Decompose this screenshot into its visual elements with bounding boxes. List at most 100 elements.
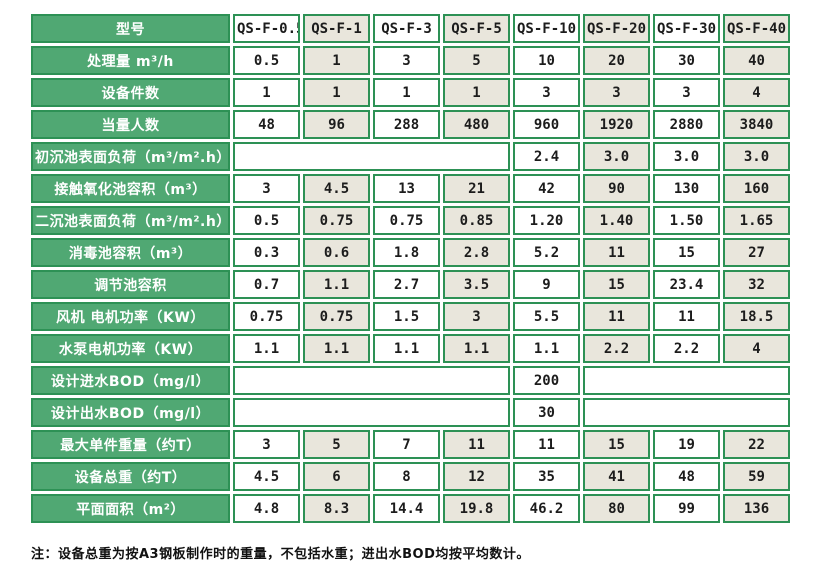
value-cell: 11 bbox=[653, 302, 720, 331]
value-cell: 1 bbox=[443, 78, 510, 107]
footnote: 注：设备总重为按A3钢板制作时的重量，不包括水重；进出水BOD均按平均数计。 bbox=[31, 547, 530, 562]
value-cell: 2.8 bbox=[443, 238, 510, 267]
value-cell: 0.75 bbox=[303, 302, 370, 331]
value-cell: 18.5 bbox=[723, 302, 790, 331]
value-cell: 160 bbox=[723, 174, 790, 203]
table-row: 设备总重（约T） 4.5 6 8 12 35 41 48 59 bbox=[31, 462, 790, 491]
value-cell: 0.75 bbox=[373, 206, 440, 235]
value-cell: 3 bbox=[233, 174, 300, 203]
value-cell: 1.20 bbox=[513, 206, 580, 235]
value-cell: 200 bbox=[513, 366, 580, 395]
value-cell: 0.7 bbox=[233, 270, 300, 299]
spec-table-container: 型号 QS-F-0.5 QS-F-1 QS-F-3 QS-F-5 QS-F-10 QS-F-… bbox=[28, 11, 793, 526]
value-cell: 8.3 bbox=[303, 494, 370, 523]
value-cell: 32 bbox=[723, 270, 790, 299]
value-cell: 1.65 bbox=[723, 206, 790, 235]
row-label: 设计出水BOD（mg/l） bbox=[31, 398, 230, 427]
value-cell: 1.1 bbox=[303, 334, 370, 363]
value-cell: 3.0 bbox=[653, 142, 720, 171]
value-cell: 19.8 bbox=[443, 494, 510, 523]
value-cell: 2.2 bbox=[653, 334, 720, 363]
value-cell: 0.5 bbox=[233, 206, 300, 235]
value-cell: 42 bbox=[513, 174, 580, 203]
value-cell: 0.75 bbox=[303, 206, 370, 235]
value-cell: 4.5 bbox=[233, 462, 300, 491]
value-cell: 1.1 bbox=[513, 334, 580, 363]
value-cell: 1920 bbox=[583, 110, 650, 139]
row-label: 消毒池容积（m³） bbox=[31, 238, 230, 267]
value-cell: 15 bbox=[583, 430, 650, 459]
value-cell: 0.6 bbox=[303, 238, 370, 267]
row-label: 二沉池表面负荷（m³/m².h） bbox=[31, 206, 230, 235]
value-cell: 1 bbox=[303, 78, 370, 107]
value-cell: 3 bbox=[373, 46, 440, 75]
value-cell: 3 bbox=[443, 302, 510, 331]
value-cell: 11 bbox=[513, 430, 580, 459]
value-cell: 20 bbox=[583, 46, 650, 75]
value-cell: 1.1 bbox=[233, 334, 300, 363]
model-header-cell: QS-F-20 bbox=[583, 14, 650, 43]
value-cell: 960 bbox=[513, 110, 580, 139]
row-label: 接触氧化池容积（m³） bbox=[31, 174, 230, 203]
value-cell: 99 bbox=[653, 494, 720, 523]
value-cell: 1.1 bbox=[443, 334, 510, 363]
row-label: 风机 电机功率（KW） bbox=[31, 302, 230, 331]
value-cell: 3 bbox=[653, 78, 720, 107]
model-header-cell: QS-F-3 bbox=[373, 14, 440, 43]
table-row: 接触氧化池容积（m³） 3 4.5 13 21 42 90 130 160 bbox=[31, 174, 790, 203]
model-header-cell: QS-F-5 bbox=[443, 14, 510, 43]
row-label: 调节池容积 bbox=[31, 270, 230, 299]
model-header-cell: QS-F-1 bbox=[303, 14, 370, 43]
value-cell: 3.5 bbox=[443, 270, 510, 299]
value-cell: 4 bbox=[723, 78, 790, 107]
value-cell: 9 bbox=[513, 270, 580, 299]
value-cell: 0.85 bbox=[443, 206, 510, 235]
table-row: 处理量 m³/h 0.5 1 3 5 10 20 30 40 bbox=[31, 46, 790, 75]
row-label: 最大单件重量（约T） bbox=[31, 430, 230, 459]
value-cell: 3 bbox=[513, 78, 580, 107]
blank-cell bbox=[233, 366, 510, 395]
row-label: 平面面积（m²） bbox=[31, 494, 230, 523]
row-label: 设备件数 bbox=[31, 78, 230, 107]
value-cell: 0.3 bbox=[233, 238, 300, 267]
value-cell: 480 bbox=[443, 110, 510, 139]
table-row: 设备件数 1 1 1 1 3 3 3 4 bbox=[31, 78, 790, 107]
value-cell: 48 bbox=[233, 110, 300, 139]
value-cell: 46.2 bbox=[513, 494, 580, 523]
row-label: 设备总重（约T） bbox=[31, 462, 230, 491]
value-cell: 12 bbox=[443, 462, 510, 491]
value-cell: 59 bbox=[723, 462, 790, 491]
value-cell: 13 bbox=[373, 174, 440, 203]
value-cell: 8 bbox=[373, 462, 440, 491]
value-cell: 288 bbox=[373, 110, 440, 139]
row-label: 水泵电机功率（KW） bbox=[31, 334, 230, 363]
model-header-cell: QS-F-0.5 bbox=[233, 14, 300, 43]
value-cell: 41 bbox=[583, 462, 650, 491]
value-cell: 14.4 bbox=[373, 494, 440, 523]
value-cell: 5.2 bbox=[513, 238, 580, 267]
value-cell: 19 bbox=[653, 430, 720, 459]
value-cell: 6 bbox=[303, 462, 370, 491]
value-cell: 3.0 bbox=[723, 142, 790, 171]
row-label: 设计进水BOD（mg/l） bbox=[31, 366, 230, 395]
value-cell: 96 bbox=[303, 110, 370, 139]
table-row: 消毒池容积（m³） 0.3 0.6 1.8 2.8 5.2 11 15 27 bbox=[31, 238, 790, 267]
table-row: 风机 电机功率（KW） 0.75 0.75 1.5 3 5.5 11 11 18.5 bbox=[31, 302, 790, 331]
table-row: 水泵电机功率（KW） 1.1 1.1 1.1 1.1 1.1 2.2 2.2 4 bbox=[31, 334, 790, 363]
value-cell: 1.50 bbox=[653, 206, 720, 235]
table-row: 最大单件重量（约T） 3 5 7 11 11 15 19 22 bbox=[31, 430, 790, 459]
row-label: 初沉池表面负荷（m³/m².h） bbox=[31, 142, 230, 171]
value-cell: 1 bbox=[373, 78, 440, 107]
value-cell: 3 bbox=[583, 78, 650, 107]
value-cell: 11 bbox=[583, 238, 650, 267]
value-cell: 1.8 bbox=[373, 238, 440, 267]
model-header-cell: QS-F-10 bbox=[513, 14, 580, 43]
value-cell: 5.5 bbox=[513, 302, 580, 331]
row-label: 型号 bbox=[31, 14, 230, 43]
value-cell: 130 bbox=[653, 174, 720, 203]
value-cell: 11 bbox=[583, 302, 650, 331]
value-cell: 30 bbox=[653, 46, 720, 75]
value-cell: 3.0 bbox=[583, 142, 650, 171]
value-cell: 40 bbox=[723, 46, 790, 75]
value-cell: 48 bbox=[653, 462, 720, 491]
